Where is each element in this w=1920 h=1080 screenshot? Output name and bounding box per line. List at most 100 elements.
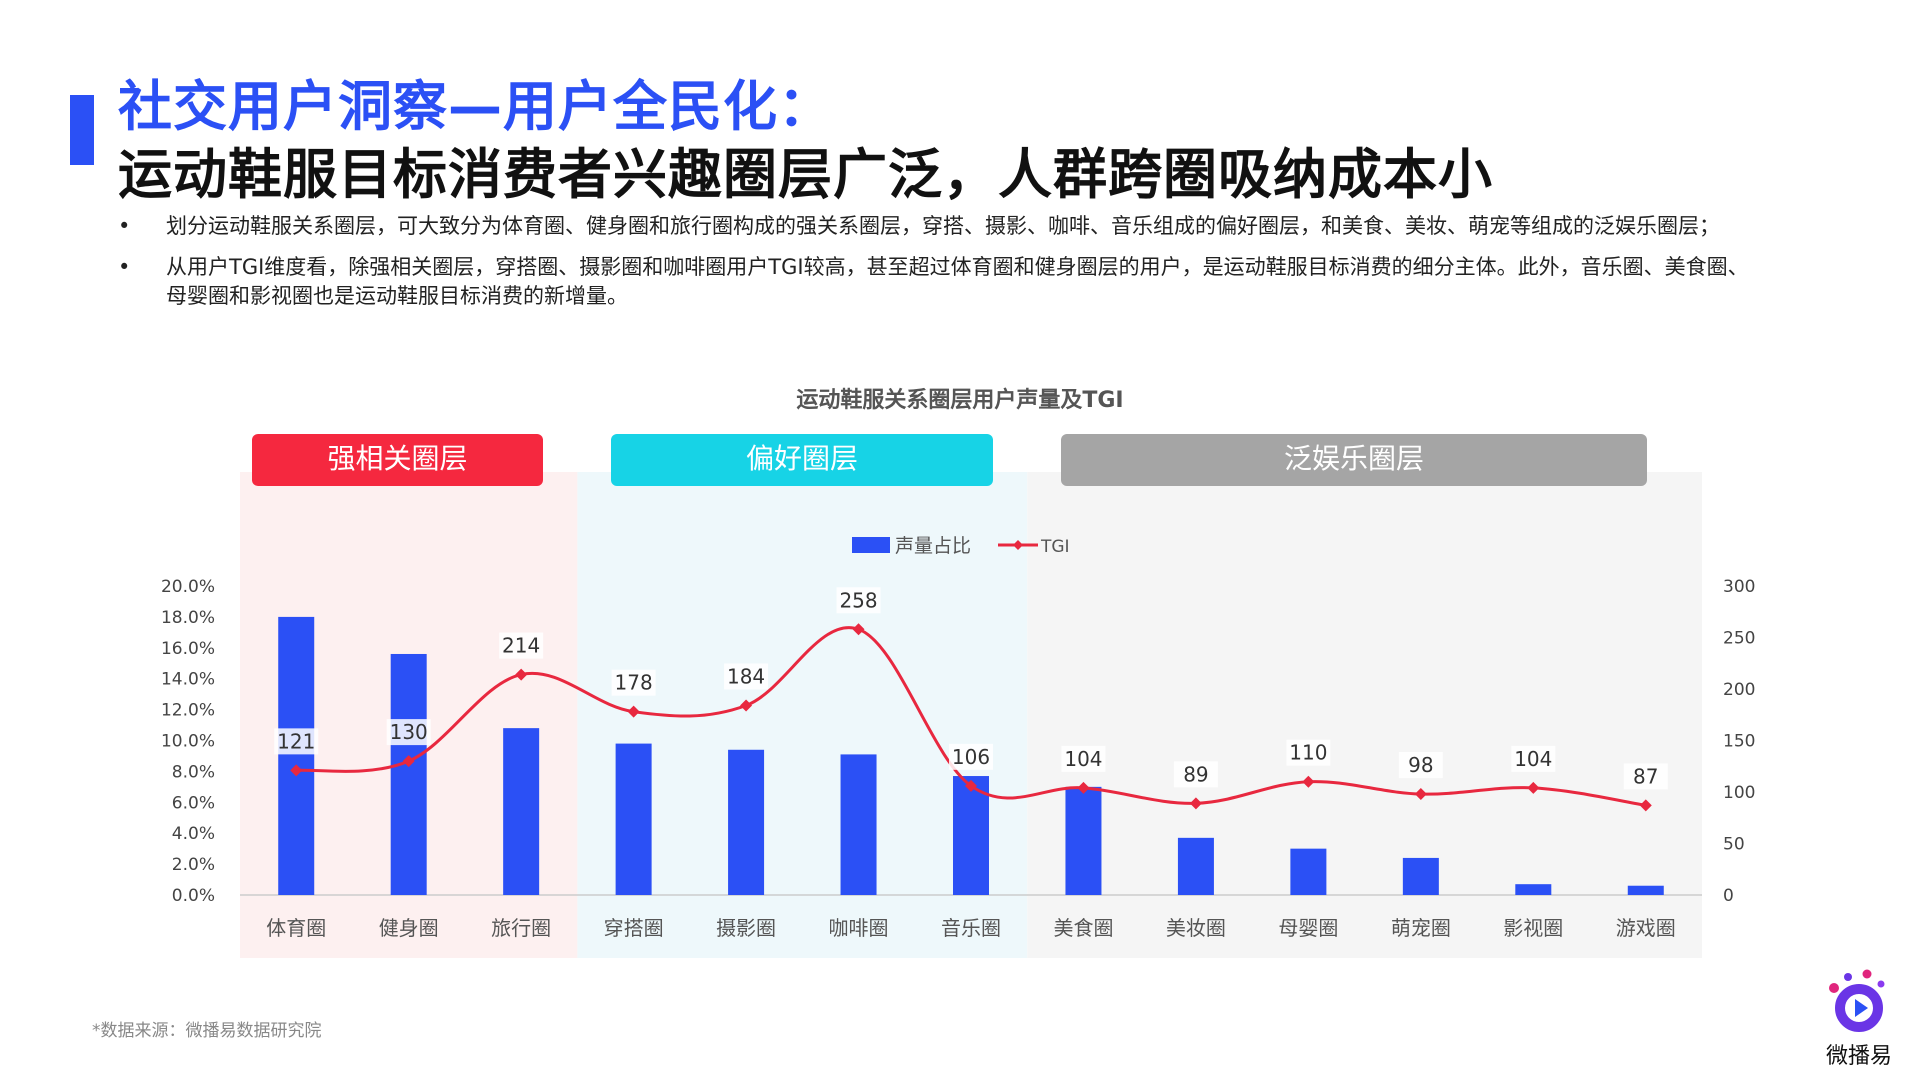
y-right-tick-label: 50 (1723, 835, 1745, 855)
tgi-data-label: 104 (1514, 747, 1552, 771)
logo-text: 微播易 (1826, 1044, 1893, 1069)
y-right-tick-label: 0 (1723, 886, 1734, 906)
y-left-tick-label: 2.0% (172, 855, 215, 875)
x-tick-label: 体育圈 (266, 916, 326, 940)
y-left-tick-label: 0.0% (172, 886, 215, 906)
tgi-point-2 (402, 755, 415, 768)
bar-5 (728, 749, 765, 895)
tgi-label-bg (1623, 763, 1668, 790)
y-right-tick-label: 300 (1723, 577, 1755, 597)
tgi-label-bg (1511, 745, 1556, 772)
tgi-point-5 (740, 699, 753, 712)
tgi-label-bg (1173, 761, 1218, 788)
y-left-tick-label: 10.0% (161, 732, 215, 752)
x-tick-label: 美妆圈 (1166, 916, 1226, 940)
bar-6 (840, 754, 877, 895)
y-left-tick-label: 4.0% (172, 824, 215, 844)
bar-4 (615, 743, 652, 895)
group-band-3 (1027, 472, 1702, 958)
tgi-point-9 (1189, 797, 1202, 810)
bullet-item: • 从用户TGI维度看，除强相关圈层，穿搭圈、摄影圈和咖啡圈用户TGI较高，甚至超… (118, 253, 1758, 311)
tgi-data-label: 89 (1183, 762, 1208, 786)
page-title: 社交用户洞察—用户全民化： (118, 75, 833, 138)
tgi-point-12 (1527, 781, 1540, 794)
tgi-data-label: 104 (1064, 747, 1102, 771)
tgi-point-1 (290, 764, 303, 777)
x-tick-label: 摄影圈 (716, 916, 776, 940)
group-header-label: 偏好圈层 (746, 442, 858, 475)
legend-bar-label: 声量占比 (895, 535, 971, 557)
bar-1 (278, 616, 315, 895)
bullet-dot: • (118, 214, 131, 238)
y-left-tick-label: 18.0% (161, 608, 215, 628)
data-source-note: *数据来源：微播易数据研究院 (92, 1021, 322, 1041)
bullet-item: • 划分运动鞋服关系圈层，可大致分为体育圈、健身圈和旅行圈构成的强关系圈层，穿搭、… (118, 212, 1758, 241)
bar-10 (1290, 848, 1327, 895)
tgi-data-label: 258 (839, 588, 877, 612)
legend-bar-swatch (852, 537, 890, 553)
group-header-2 (611, 434, 993, 486)
tgi-point-3 (515, 668, 528, 681)
x-tick-label: 母婴圈 (1278, 916, 1338, 940)
x-tick-label: 健身圈 (379, 916, 439, 940)
tgi-point-4 (627, 705, 640, 718)
tgi-label-bg (386, 719, 431, 746)
y-left-tick-label: 16.0% (161, 639, 215, 659)
tgi-label-bg (836, 587, 881, 614)
x-tick-label: 穿搭圈 (604, 916, 664, 940)
group-header-3 (1061, 434, 1647, 486)
title-accent-bar (70, 95, 94, 165)
tgi-point-11 (1414, 788, 1427, 801)
legend-line-marker (1013, 540, 1023, 550)
x-tick-label: 咖啡圈 (829, 916, 889, 940)
bullet-text: 划分运动鞋服关系圈层，可大致分为体育圈、健身圈和旅行圈构成的强关系圈层，穿搭、摄… (166, 214, 1720, 238)
y-right-tick-label: 200 (1723, 680, 1755, 700)
tgi-point-8 (1077, 781, 1090, 794)
tgi-point-13 (1639, 799, 1652, 812)
legend-line-label: TGI (1040, 537, 1070, 557)
bar-2 (390, 653, 427, 895)
y-left-tick-label: 20.0% (161, 577, 215, 597)
chart-title: 运动鞋服关系圈层用户声量及TGI (796, 388, 1124, 413)
bar-9 (1177, 837, 1214, 895)
weiboyi-logo-icon (1829, 969, 1885, 1032)
tgi-data-label: 121 (277, 729, 315, 753)
tgi-label-bg (949, 743, 993, 770)
tgi-label-bg (1286, 739, 1331, 766)
tgi-point-10 (1302, 775, 1315, 788)
group-header-label: 强相关圈层 (327, 442, 467, 475)
bar-11 (1402, 857, 1439, 895)
y-right-tick-label: 100 (1723, 783, 1755, 803)
bar-7 (953, 776, 989, 895)
y-right-tick-label: 250 (1723, 629, 1755, 649)
group-header-label: 泛娱乐圈层 (1284, 442, 1424, 475)
bar-13 (1627, 885, 1664, 895)
bar-12 (1515, 884, 1552, 895)
tgi-label-bg (611, 669, 656, 696)
x-tick-label: 美食圈 (1053, 916, 1113, 940)
y-left-tick-label: 8.0% (172, 762, 215, 782)
page-subtitle: 运动鞋服目标消费者兴趣圈层广泛，人群跨圈吸纳成本小 (118, 143, 1493, 206)
tgi-data-label: 214 (502, 634, 540, 658)
tgi-data-label: 110 (1289, 741, 1327, 765)
bar-3 (503, 728, 540, 895)
x-tick-label: 音乐圈 (941, 916, 1001, 940)
bar-8 (1065, 786, 1102, 895)
x-tick-label: 影视圈 (1503, 916, 1563, 940)
x-tick-label: 旅行圈 (491, 916, 551, 940)
tgi-point-6 (852, 623, 865, 636)
tgi-data-label: 184 (727, 664, 765, 688)
tgi-label-bg (724, 663, 769, 690)
tgi-data-label: 106 (952, 745, 990, 769)
tgi-point-7 (965, 779, 977, 792)
y-left-tick-label: 14.0% (161, 670, 215, 690)
bullet-text: 从用户TGI维度看，除强相关圈层，穿搭圈、摄影圈和咖啡圈用户TGI较高，甚至超过… (166, 255, 1749, 308)
group-header-1 (252, 434, 543, 486)
tgi-data-label: 178 (615, 671, 653, 695)
x-tick-label: 萌宠圈 (1391, 916, 1451, 940)
tgi-label-bg (1398, 752, 1443, 779)
y-right-tick-label: 150 (1723, 732, 1755, 752)
tgi-label-bg (499, 632, 544, 659)
y-left-tick-label: 6.0% (172, 793, 215, 813)
